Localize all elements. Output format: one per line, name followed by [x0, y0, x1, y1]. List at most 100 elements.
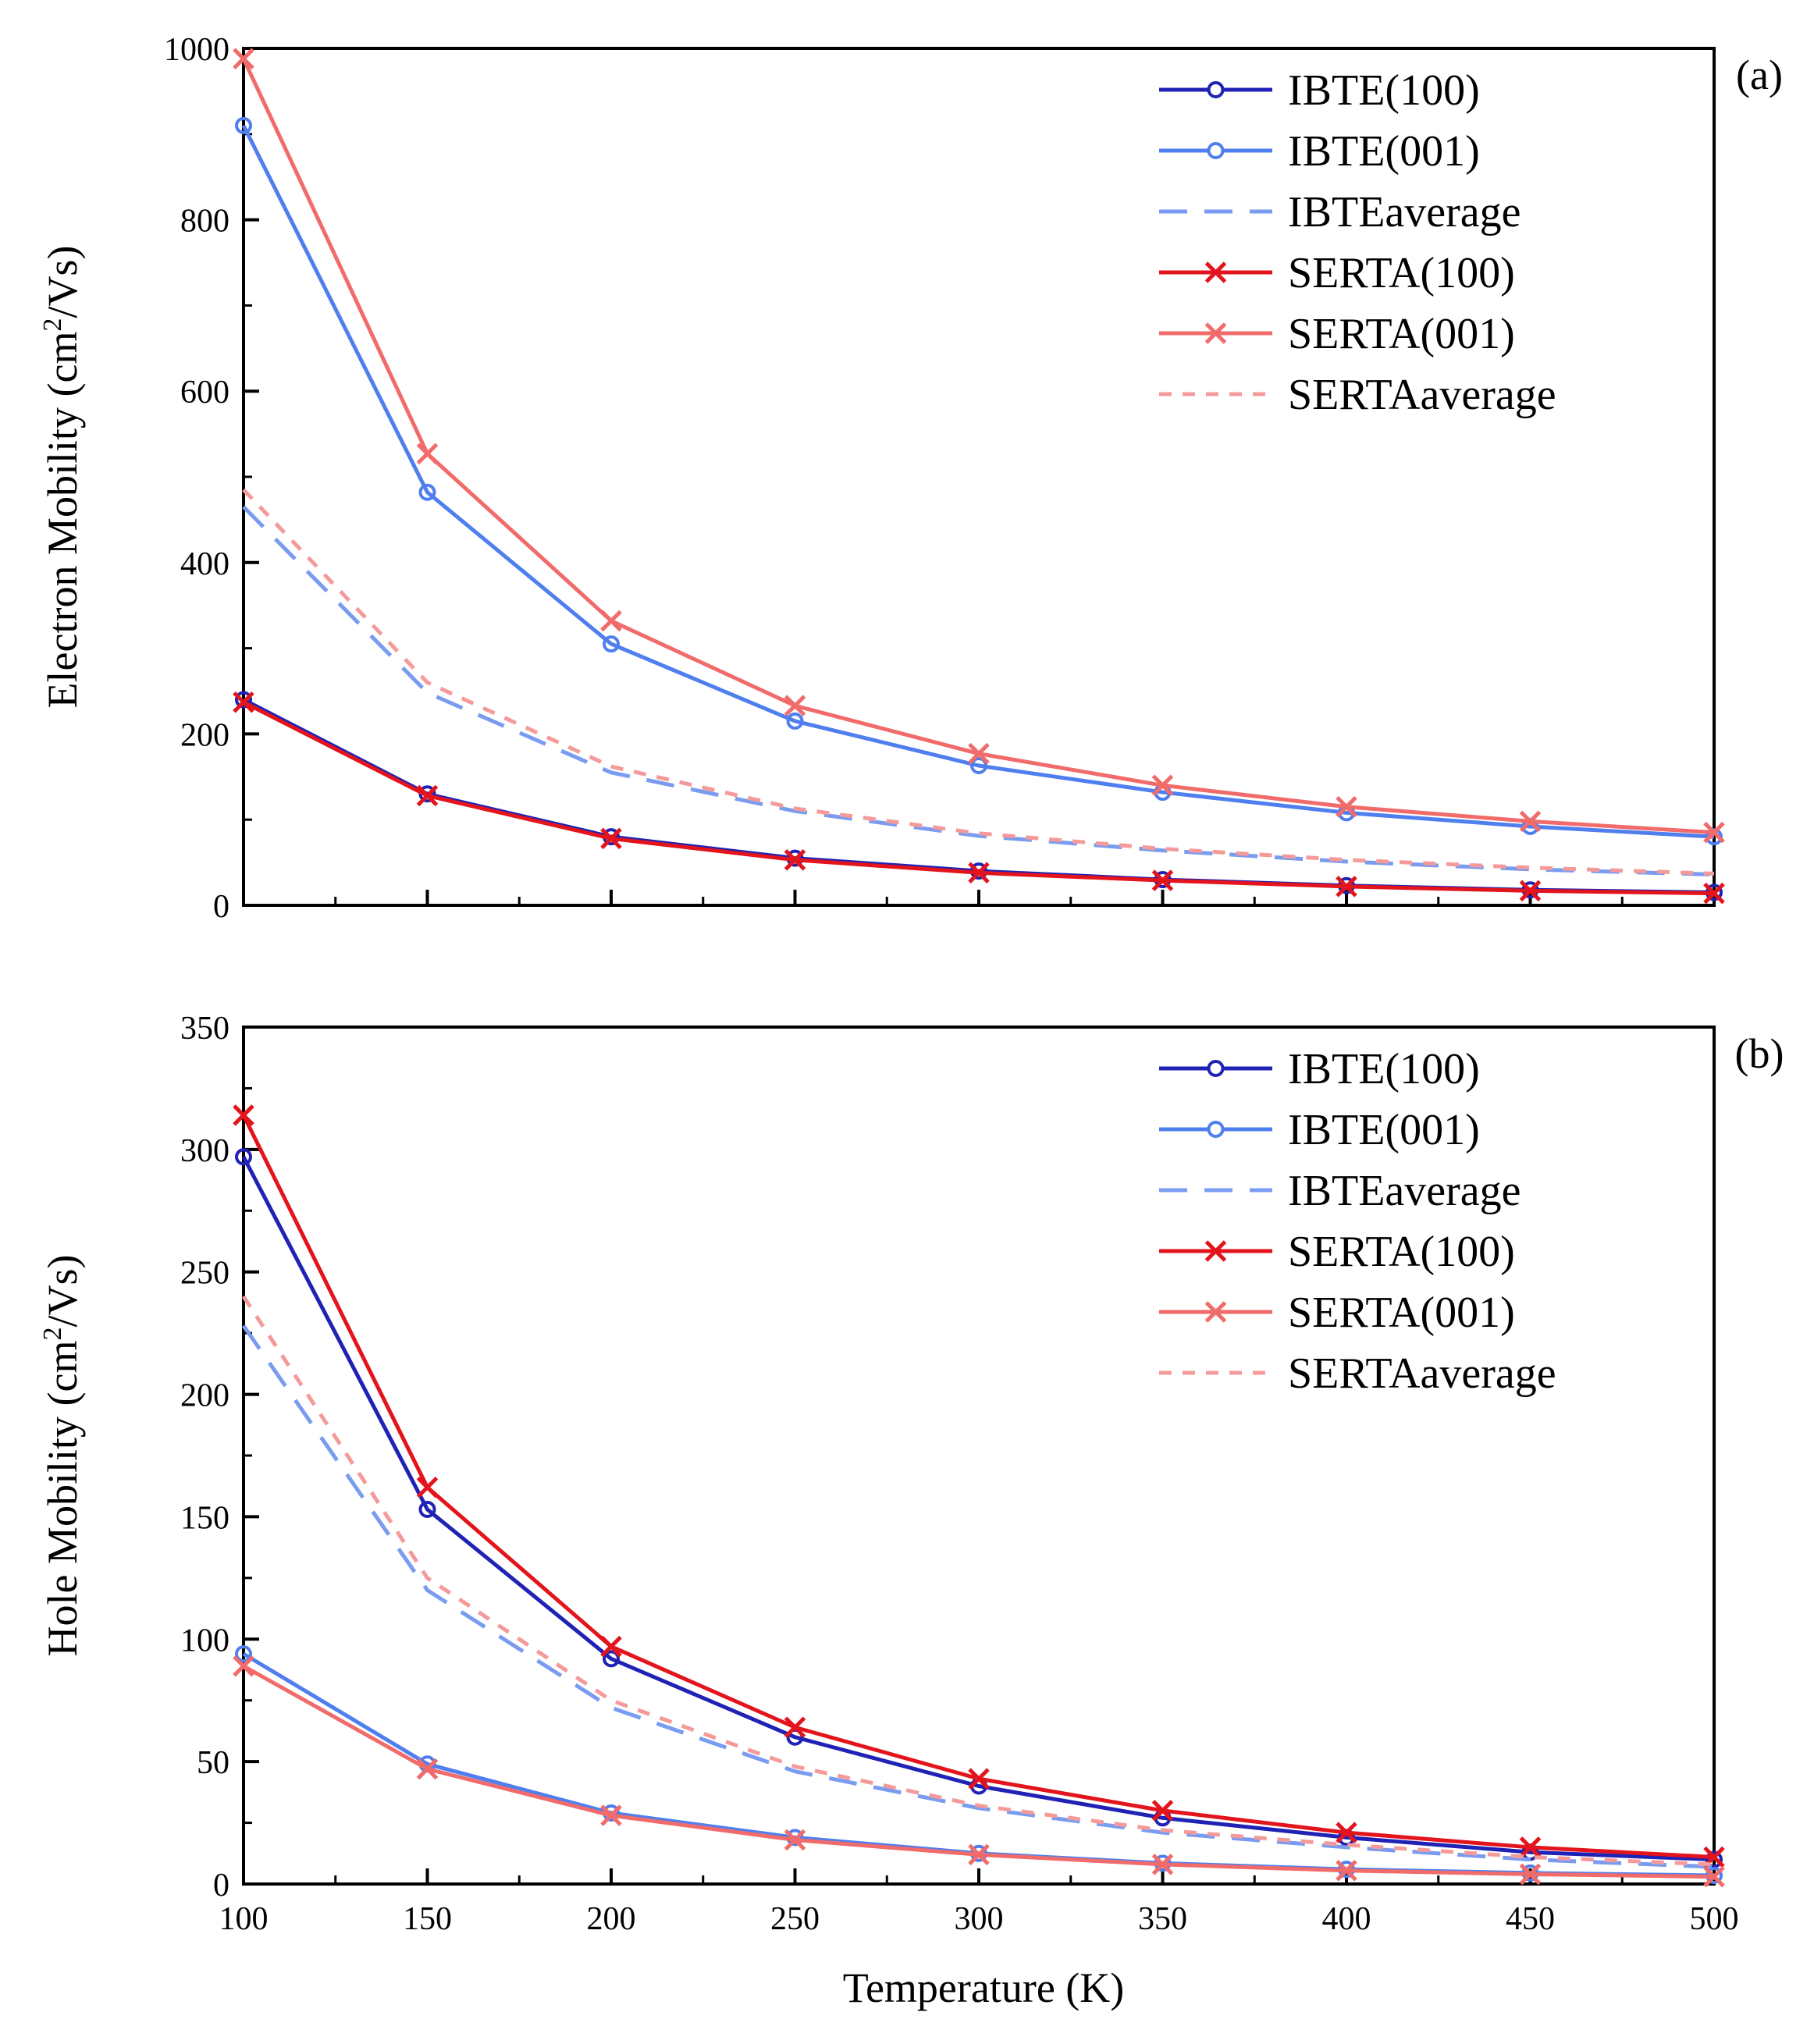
data-point-circle	[786, 712, 804, 730]
legend-entry: IBTE(001)	[1159, 1106, 1480, 1154]
data-point-cross-stroke	[233, 691, 254, 713]
y-axis-title-unit: /Vs)	[39, 1255, 86, 1328]
series-SERTAaverage	[242, 488, 1715, 876]
legend-label: IBTEaverage	[1288, 188, 1521, 236]
data-point-circle	[418, 1501, 436, 1519]
data-point-cross-stroke	[1336, 876, 1357, 898]
data-point-cross-stroke	[784, 1716, 806, 1738]
data-point-cross	[1703, 821, 1725, 844]
data-point-cross	[1519, 880, 1542, 902]
x-axis-title: Temperature (K)	[843, 1964, 1125, 2011]
data-point-cross	[600, 610, 622, 632]
y-tick-label: 350	[180, 1011, 229, 1047]
data-point-cross-stroke	[1703, 821, 1725, 844]
data-point-cross-stroke	[416, 784, 439, 807]
data-point-cross	[1336, 876, 1357, 898]
legend-entry: IBTE(100)	[1159, 66, 1480, 115]
data-point-cross	[784, 849, 806, 871]
legend-marker-cross	[1204, 1301, 1227, 1323]
y-axis-title-text: Electron Mobility (cm	[39, 332, 86, 709]
series-line	[241, 124, 1715, 839]
y-tick-label: 250	[180, 1256, 229, 1292]
data-point-cross	[233, 1655, 254, 1677]
data-point-cross	[600, 1804, 622, 1826]
data-point-cross	[968, 742, 990, 765]
legend-entry: SERTAaverage	[1159, 1349, 1556, 1398]
data-point-cross-stroke	[416, 1477, 439, 1498]
series-SERTAaverage	[241, 1295, 1715, 1867]
legend-entry: IBTE(100)	[1159, 1045, 1480, 1093]
y-tick-label: 200	[180, 717, 229, 753]
data-point-cross-stroke	[1519, 1836, 1542, 1858]
data-point-cross-stroke	[968, 862, 990, 884]
data-point-cross-stroke	[600, 827, 622, 850]
legend-marker-circle	[1207, 1060, 1225, 1077]
legend-entry: SERTA(100)	[1159, 1228, 1515, 1276]
data-point-cross	[600, 827, 622, 850]
x-tick-label: 350	[1138, 1901, 1187, 1937]
data-point-circle	[235, 1645, 252, 1663]
data-point-circle	[235, 1148, 252, 1166]
legend-label: SERTA(001)	[1288, 1289, 1515, 1337]
series-IBTEaverage	[241, 1324, 1715, 1869]
y-tick-label: 150	[180, 1500, 229, 1536]
data-point-cross	[416, 443, 439, 465]
y-tick-label: 100	[180, 1623, 229, 1658]
legend-label: SERTA(001)	[1288, 310, 1515, 358]
y-tick-label: 200	[180, 1378, 229, 1414]
data-point-cross-stroke	[600, 1635, 622, 1658]
data-point-cross-stroke	[1703, 882, 1725, 905]
x-tick-label: 200	[587, 1901, 636, 1937]
x-tick-label: 450	[1506, 1901, 1555, 1937]
data-point-cross-stroke	[416, 1758, 439, 1780]
data-point-cross-stroke	[968, 1843, 990, 1866]
data-point-cross	[600, 1635, 622, 1658]
legend-label: IBTE(001)	[1288, 127, 1480, 176]
y-axis-title-unit: /Vs)	[39, 246, 86, 318]
data-point-cross-stroke	[1151, 1854, 1174, 1875]
legend-label: IBTE(001)	[1288, 1106, 1480, 1154]
data-point-cross	[1703, 882, 1725, 905]
data-point-cross	[784, 695, 806, 716]
data-point-cross	[1336, 1859, 1357, 1882]
y-axis-title: Hole Mobility (cm2/Vs)	[38, 1255, 86, 1657]
data-point-cross	[1151, 1800, 1174, 1822]
legend-entry: SERTA(001)	[1159, 1289, 1515, 1337]
data-point-cross-stroke	[233, 1655, 254, 1677]
data-point-cross-stroke	[968, 1768, 990, 1790]
legend-entry: SERTAaverage	[1159, 371, 1556, 419]
data-point-cross	[233, 1104, 254, 1126]
data-point-cross	[416, 1758, 439, 1780]
series-SERTA(001)	[233, 48, 1725, 844]
legend-marker-cross	[1204, 322, 1227, 344]
y-axis-title: Electron Mobility (cm2/Vs)	[38, 246, 86, 709]
data-point-cross	[416, 784, 439, 807]
data-point-cross	[1519, 1836, 1542, 1858]
panel-label: (b)	[1735, 1030, 1784, 1077]
data-point-cross-stroke	[1519, 810, 1542, 833]
data-point-circle	[603, 635, 620, 653]
data-point-cross	[233, 48, 254, 69]
data-point-cross-stroke	[1151, 1800, 1174, 1822]
data-point-circle	[970, 757, 987, 775]
data-point-cross	[1336, 795, 1357, 818]
panel-label: (a)	[1736, 52, 1783, 98]
data-point-cross-stroke	[600, 1804, 622, 1826]
legend-entry: IBTEaverage	[1159, 188, 1521, 236]
data-point-cross-stroke	[784, 1829, 806, 1851]
data-point-cross-stroke	[1336, 795, 1357, 818]
data-point-circle	[786, 1728, 804, 1746]
y-tick-label: 0	[213, 889, 229, 925]
data-point-cross-stroke	[784, 695, 806, 716]
data-point-cross-stroke	[600, 610, 622, 632]
y-tick-label: 1000	[164, 32, 229, 68]
y-axis-title-superscript: 2	[38, 1328, 67, 1341]
data-point-cross-stroke	[968, 742, 990, 765]
legend-entry: SERTA(100)	[1159, 249, 1515, 297]
legend-entry: IBTEaverage	[1159, 1167, 1521, 1215]
series-line	[242, 488, 1715, 876]
data-point-cross-stroke	[1336, 1859, 1357, 1882]
panel-a-electron-mobility: 0 200 400 600 800 1000 Electron Mobility (cm2/…	[38, 32, 1783, 925]
